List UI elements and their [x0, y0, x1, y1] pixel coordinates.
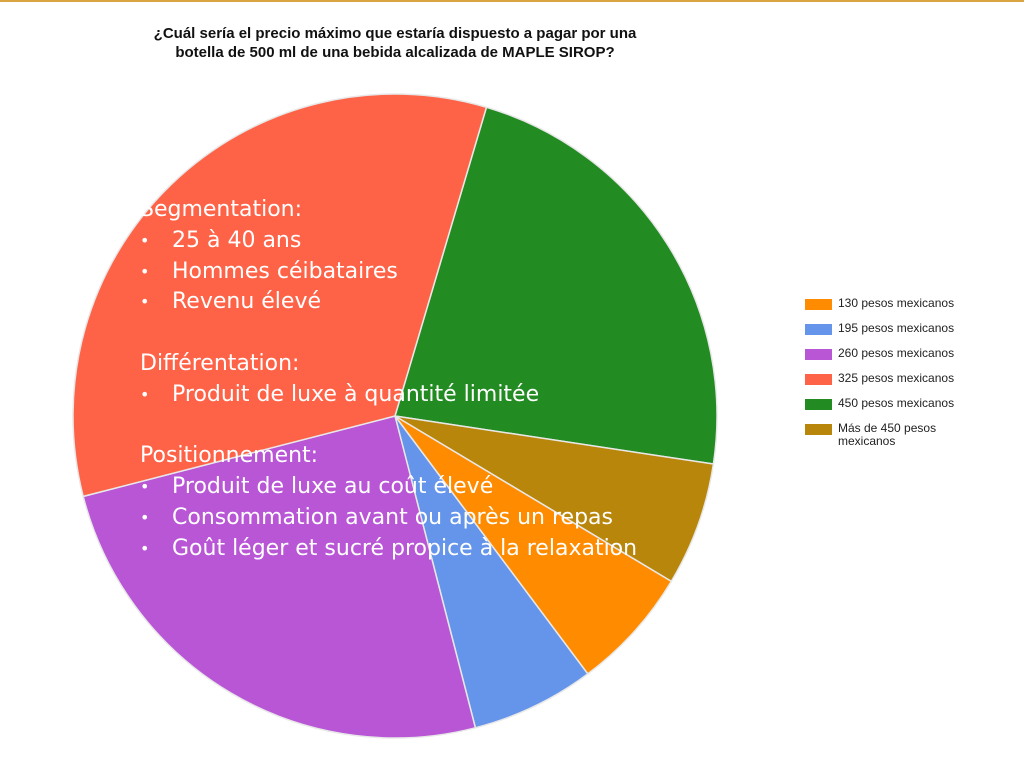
- chart-title-line-1: ¿Cuál sería el precio máximo que estaría…: [153, 25, 637, 42]
- bullet-icon: •: [140, 538, 150, 558]
- legend-label: 130 pesos mexicanos: [838, 296, 955, 310]
- legend-item-mas-de-450: Más de 450 pesos mexicanos: [805, 422, 1020, 448]
- list-item: • Produit de luxe au coût élevé: [140, 472, 740, 503]
- list-item-text: Goût léger et sucré propice à la relaxat…: [172, 535, 638, 561]
- bullet-icon: •: [140, 507, 150, 527]
- legend-label: 195 pesos mexicanos: [838, 321, 955, 335]
- positionnement-list: • Produit de luxe au coût élevé • Consomma…: [140, 472, 740, 564]
- legend-label: 260 pesos mexicanos: [838, 346, 955, 360]
- legend-swatch: [805, 324, 832, 335]
- list-item-text: Revenu élevé: [172, 289, 322, 315]
- list-item: • Revenu élevé: [140, 287, 740, 318]
- legend-item-195: 195 pesos mexicanos: [805, 322, 1020, 335]
- pie-slice-450-pesos-mexicanos: [394, 106, 718, 465]
- pie-slice-m-s-de-450-pesos-mexicanos: [394, 415, 715, 583]
- legend-swatch: [805, 349, 832, 360]
- list-item: • Hommes céibataires: [140, 257, 740, 288]
- chart-title-line-2: botella de 500 ml de una bebida alcaliza…: [175, 44, 615, 61]
- legend-item-450: 450 pesos mexicanos: [805, 397, 1020, 410]
- section-heading-differentation: Différentation:: [140, 350, 300, 376]
- chart-title: ¿Cuál sería el precio máximo que estaría…: [60, 24, 730, 62]
- list-item-text: Consommation avant ou après un repas: [172, 504, 613, 530]
- legend-swatch: [805, 299, 832, 310]
- legend-item-260: 260 pesos mexicanos: [805, 347, 1020, 360]
- section-heading-positionnement: Positionnement:: [140, 443, 319, 469]
- segmentation-list: • 25 à 40 ans • Hommes céibataires • Revenu…: [140, 226, 740, 318]
- pie-slice-325-pesos-mexicanos: [72, 93, 488, 498]
- legend-swatch: [805, 374, 832, 385]
- differentation-list: • Produit de luxe à quantité limitée: [140, 380, 740, 411]
- pie-slice-195-pesos-mexicanos: [394, 415, 589, 729]
- spacer: [140, 318, 740, 349]
- bullet-icon: •: [140, 230, 150, 250]
- list-item-text: 25 à 40 ans: [172, 227, 302, 253]
- spacer: [140, 411, 740, 442]
- bullet-icon: •: [140, 384, 150, 404]
- pie-slice-130-pesos-mexicanos: [394, 415, 673, 675]
- bullet-icon: •: [140, 477, 150, 497]
- list-item: • Consommation avant ou après un repas: [140, 503, 740, 534]
- list-item-text: Hommes céibataires: [172, 258, 398, 284]
- chart-legend: 130 pesos mexicanos 195 pesos mexicanos …: [805, 297, 1020, 448]
- legend-swatch: [805, 424, 832, 435]
- legend-label: 450 pesos mexicanos: [838, 396, 955, 410]
- pie-slice-260-pesos-mexicanos: [82, 415, 477, 739]
- legend-label: Más de 450 pesos mexicanos: [838, 421, 937, 448]
- legend-item-325: 325 pesos mexicanos: [805, 372, 1020, 385]
- list-item-text: Produit de luxe à quantité limitée: [172, 381, 540, 407]
- legend-swatch: [805, 399, 832, 410]
- list-item-text: Produit de luxe au coût élevé: [172, 474, 494, 500]
- legend-item-130: 130 pesos mexicanos: [805, 297, 1020, 310]
- bullet-icon: •: [140, 261, 150, 281]
- list-item: • 25 à 40 ans: [140, 226, 740, 257]
- list-item: • Goût léger et sucré propice à la relaxa…: [140, 534, 740, 565]
- section-heading-segmentation: Segmentation:: [140, 197, 303, 222]
- slide-text-overlay: Segmentation: • 25 à 40 ans • Hommes céiba…: [140, 195, 740, 565]
- bullet-icon: •: [140, 292, 150, 312]
- list-item: • Produit de luxe à quantité limitée: [140, 380, 740, 411]
- top-rule: [0, 0, 1024, 2]
- legend-label: 325 pesos mexicanos: [838, 371, 955, 385]
